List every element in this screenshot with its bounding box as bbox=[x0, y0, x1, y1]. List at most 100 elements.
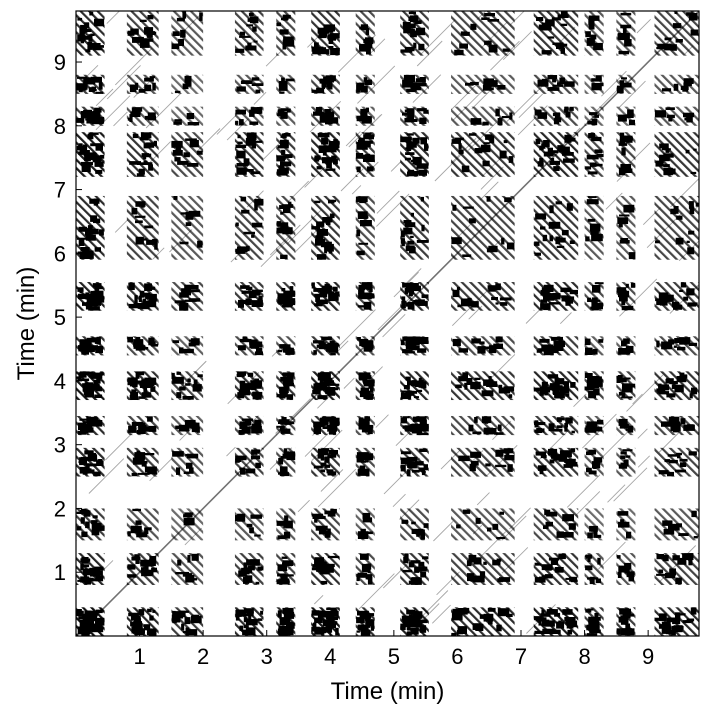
recurrence-block bbox=[76, 11, 105, 56]
recurrence-block bbox=[451, 553, 515, 585]
x-tick-label: 7 bbox=[515, 644, 527, 669]
y-tick-label: 4 bbox=[54, 369, 66, 394]
recurrence-block bbox=[355, 415, 375, 436]
recurrence-block bbox=[533, 74, 579, 94]
recurrence-block bbox=[451, 371, 515, 401]
recurrence-block bbox=[616, 11, 636, 56]
x-axis: 1 2 3 4 5 6 7 8 9 bbox=[133, 630, 654, 669]
recurrence-block bbox=[584, 74, 604, 94]
recurrence-block bbox=[451, 106, 515, 126]
recurrence-block bbox=[171, 447, 204, 477]
y-tick-label: 6 bbox=[54, 241, 66, 266]
recurrence-block bbox=[76, 415, 105, 436]
y-tick-label: 3 bbox=[54, 433, 66, 458]
recurrence-block bbox=[400, 11, 429, 56]
recurrence-block bbox=[400, 106, 429, 126]
recurrence-block bbox=[654, 371, 699, 401]
recurrence-block bbox=[276, 607, 296, 636]
recurrence-block bbox=[584, 195, 604, 260]
recurrence-block bbox=[234, 415, 264, 436]
recurrence-block bbox=[400, 132, 429, 177]
recurrence-block bbox=[276, 336, 296, 356]
recurrence-block bbox=[533, 11, 579, 56]
recurrence-block bbox=[76, 106, 105, 126]
recurrence-block bbox=[76, 74, 105, 94]
recurrence-block bbox=[276, 447, 296, 477]
recurrence-block bbox=[171, 11, 204, 56]
recurrence-block bbox=[276, 371, 296, 401]
recurrence-block bbox=[584, 508, 604, 541]
recurrence-block bbox=[616, 553, 636, 585]
recurrence-block bbox=[400, 607, 429, 636]
recurrence-block bbox=[584, 447, 604, 477]
recurrence-block bbox=[654, 106, 699, 126]
y-tick-label: 7 bbox=[54, 178, 66, 203]
recurrence-block bbox=[276, 11, 296, 56]
recurrence-block bbox=[654, 282, 699, 311]
recurrence-block bbox=[171, 132, 204, 177]
y-tick-label: 9 bbox=[54, 50, 66, 75]
recurrence-block bbox=[533, 415, 579, 436]
recurrence-block bbox=[171, 195, 204, 260]
recurrence-block bbox=[355, 11, 375, 56]
recurrence-block bbox=[171, 607, 204, 636]
recurrence-block bbox=[355, 553, 375, 585]
y-axis: 1 2 3 4 5 6 7 8 9 bbox=[54, 50, 82, 585]
recurrence-block bbox=[126, 415, 159, 436]
recurrence-block bbox=[616, 415, 636, 436]
recurrence-block bbox=[451, 11, 515, 56]
recurrence-block bbox=[616, 132, 636, 177]
recurrence-block bbox=[76, 553, 105, 585]
diagonal-lines bbox=[84, 11, 699, 634]
recurrence-block bbox=[355, 607, 375, 636]
recurrence-block bbox=[311, 11, 340, 56]
recurrence-block bbox=[234, 282, 264, 311]
recurrence-block bbox=[451, 607, 515, 636]
recurrence-block bbox=[451, 132, 515, 177]
recurrence-block bbox=[171, 553, 204, 585]
recurrence-block bbox=[533, 336, 579, 356]
recurrence-block bbox=[616, 106, 636, 126]
recurrence-block bbox=[311, 195, 340, 260]
recurrence-block bbox=[126, 11, 159, 56]
x-axis-label: Time (min) bbox=[331, 678, 445, 705]
recurrence-block bbox=[276, 553, 296, 585]
y-tick-label: 1 bbox=[54, 560, 66, 585]
recurrence-block bbox=[126, 371, 159, 401]
recurrence-block bbox=[234, 132, 264, 177]
recurrence-block bbox=[234, 106, 264, 126]
recurrence-block bbox=[616, 282, 636, 311]
recurrence-block bbox=[533, 508, 579, 541]
plot-area bbox=[76, 11, 699, 636]
recurrence-block bbox=[76, 336, 105, 356]
recurrence-block bbox=[126, 607, 159, 636]
recurrence-block bbox=[276, 106, 296, 126]
recurrence-block bbox=[451, 447, 515, 477]
recurrence-block bbox=[584, 336, 604, 356]
x-tick-label: 5 bbox=[388, 644, 400, 669]
recurrence-block bbox=[616, 508, 636, 541]
x-tick-label: 2 bbox=[197, 644, 209, 669]
recurrence-block bbox=[276, 508, 296, 541]
y-tick-label: 5 bbox=[54, 305, 66, 330]
recurrence-block bbox=[355, 282, 375, 311]
recurrence-block bbox=[126, 447, 159, 477]
recurrence-block bbox=[311, 553, 340, 585]
recurrence-block bbox=[126, 106, 159, 126]
recurrence-block bbox=[584, 415, 604, 436]
recurrence-block bbox=[584, 11, 604, 56]
recurrence-block bbox=[400, 447, 429, 477]
recurrence-block bbox=[76, 195, 105, 260]
recurrence-block bbox=[311, 336, 340, 356]
recurrence-block bbox=[400, 195, 429, 260]
recurrence-block bbox=[234, 74, 264, 94]
recurrence-block bbox=[616, 371, 636, 401]
recurrence-block bbox=[533, 282, 579, 311]
recurrence-block bbox=[311, 415, 340, 436]
recurrence-block bbox=[311, 508, 340, 541]
recurrence-block bbox=[533, 553, 579, 585]
recurrence-block bbox=[654, 132, 699, 177]
recurrence-block bbox=[76, 371, 105, 401]
recurrence-block bbox=[654, 195, 699, 260]
